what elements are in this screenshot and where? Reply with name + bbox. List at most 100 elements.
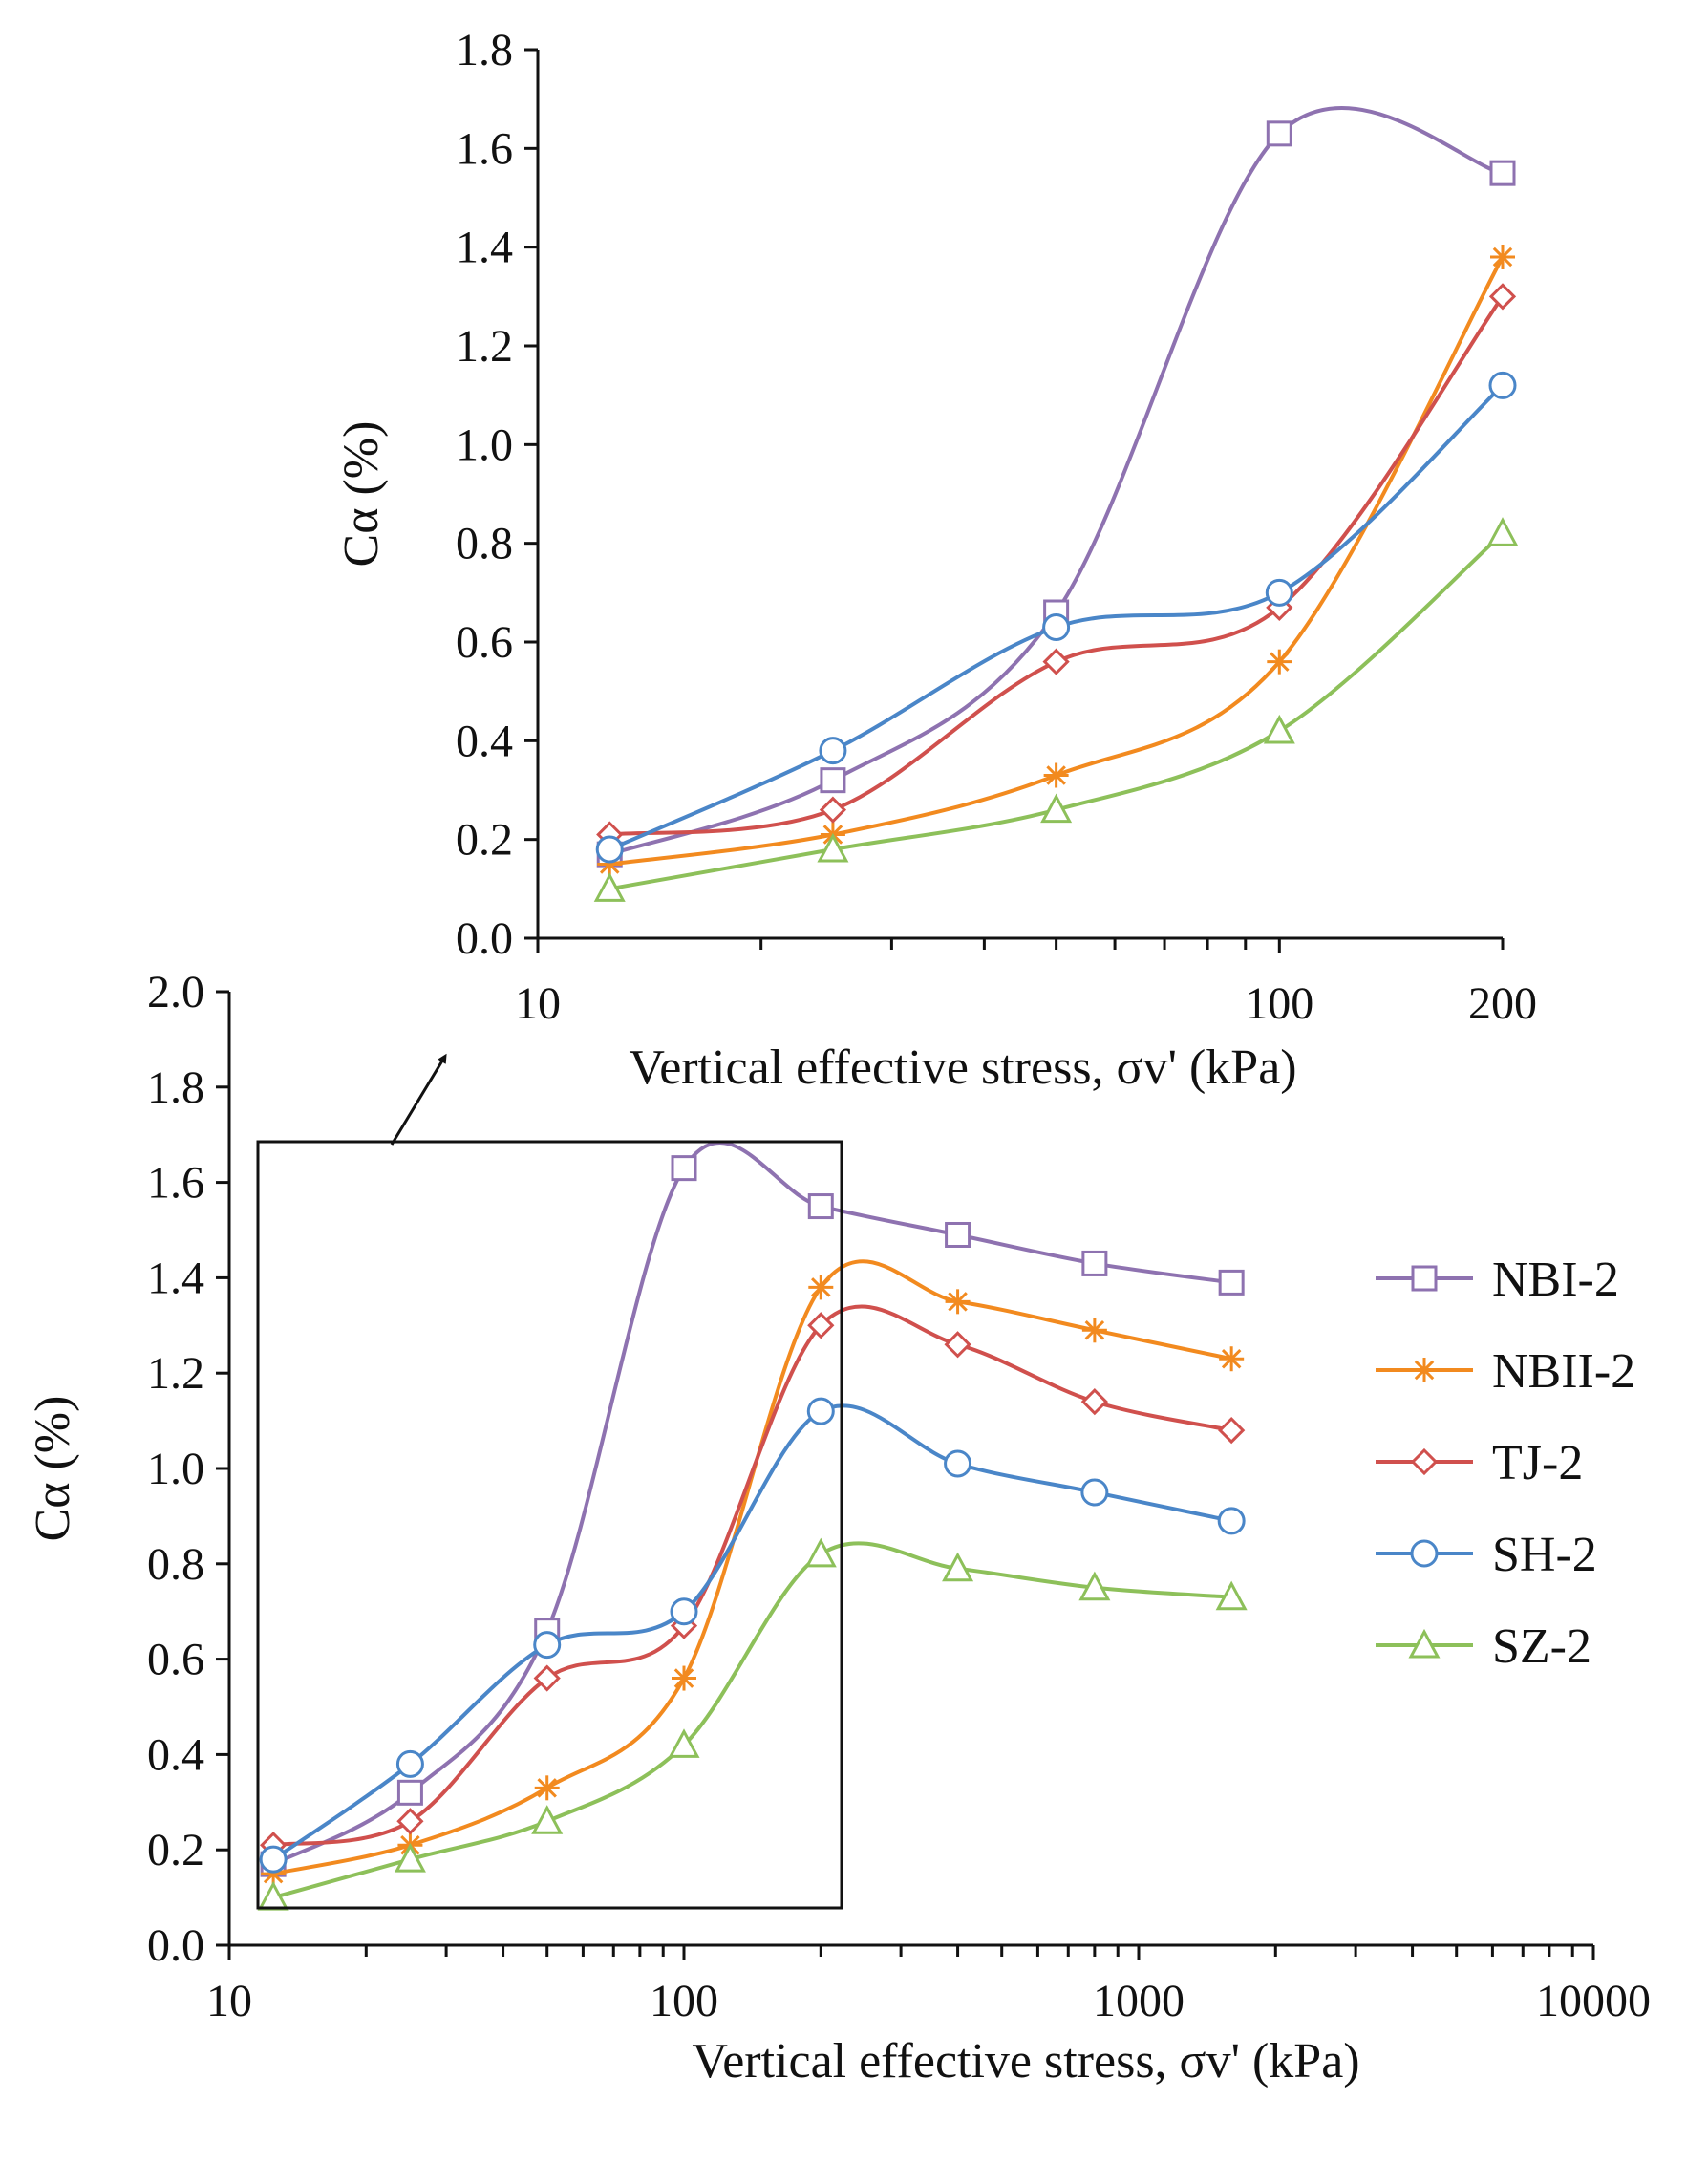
legend-item-nbi-2: NBI-2 (1376, 1253, 1619, 1307)
main-point-nbi-2 (1081, 1250, 1108, 1276)
main-point-tj-2 (1218, 1416, 1246, 1445)
legend-item-tj-2: TJ-2 (1376, 1436, 1583, 1490)
main-y-tick-label: 1.8 (147, 1062, 204, 1113)
main-point-sz-2 (1215, 1580, 1248, 1611)
main-point-tj-2 (396, 1808, 424, 1835)
inset-series-line-sz-2 (608, 531, 1505, 891)
main-point-sz-2 (1078, 1571, 1111, 1601)
main-point-tj-2 (807, 1312, 835, 1339)
main-y-tick-label: 0.4 (147, 1729, 204, 1780)
inset-point-sh-2 (595, 835, 624, 864)
legend-item-nbii-2: NBII-2 (1376, 1344, 1635, 1399)
main-y-tick-label: 2.0 (147, 967, 204, 1018)
main-point-sz-2 (394, 1843, 426, 1873)
inset-point-sh-2 (1265, 578, 1293, 607)
main-point-sh-2 (1217, 1507, 1246, 1535)
main-y-tick-label: 0.6 (147, 1635, 204, 1685)
zoom-arrow (390, 1053, 447, 1146)
inset-series-line-tj-2 (609, 295, 1505, 837)
inset-plot: 0.0 0.2 0.4 0.6 0.8 1.0 1.2 1.4 1.6 1.8 10 100 200 Ve… (334, 25, 1537, 1095)
inset-point-sz-2 (1040, 793, 1073, 824)
inset-point-nbi-2 (1489, 160, 1516, 186)
inset-point-sh-2 (819, 737, 847, 765)
inset-point-nbi-2 (1266, 120, 1292, 147)
main-point-nbi-2 (945, 1221, 971, 1248)
main-series-sh-2 (259, 1397, 1246, 1874)
main-plot: 0.0 0.2 0.4 0.6 0.8 1.0 1.2 1.4 1.6 1.8 2.0 10 100 10… (26, 967, 1651, 2089)
main-point-sh-2 (670, 1597, 698, 1626)
main-point-tj-2 (533, 1664, 561, 1692)
inset-point-sz-2 (1263, 714, 1295, 744)
legend-label-nbii-2: NBII-2 (1492, 1344, 1635, 1399)
inset-y-tick-label: 1.4 (456, 223, 513, 273)
inset-point-nbii-2 (1490, 245, 1515, 269)
inset-series-sh-2 (595, 371, 1517, 864)
main-series-line-sh-2 (271, 1403, 1232, 1861)
legend-marker-sh-2 (1410, 1539, 1439, 1568)
legend-marker-tj-2 (1410, 1447, 1439, 1476)
main-point-nbii-2 (945, 1289, 971, 1315)
inset-point-tj-2 (819, 796, 847, 824)
main-point-nbii-2 (672, 1665, 696, 1691)
inset-x-axis-title: Vertical effective stress, σv' (kPa) (629, 1040, 1296, 1095)
main-x-tick-label: 10 (206, 1976, 252, 2026)
main-point-nbi-2 (396, 1779, 423, 1806)
main-series-line-sz-2 (272, 1541, 1232, 1900)
main-y-tick-label: 0.2 (147, 1825, 204, 1875)
legend-label-nbi-2: NBI-2 (1492, 1253, 1619, 1307)
main-point-sh-2 (259, 1845, 288, 1874)
inset-point-tj-2 (1488, 283, 1517, 311)
main-point-tj-2 (944, 1331, 971, 1359)
inset-y-axis-title: Cα (%) (334, 421, 389, 568)
main-series-sz-2 (257, 1537, 1248, 1911)
legend-marker-nbii-2 (1412, 1358, 1437, 1382)
legend: NBI-2 NBII-2 TJ-2 SH-2 SZ-2 (1376, 1253, 1635, 1674)
main-y-tick-label: 0.8 (147, 1539, 204, 1590)
main-point-sh-2 (1080, 1478, 1109, 1507)
inset-x-tick-label: 10 (515, 978, 561, 1029)
main-point-sh-2 (533, 1631, 562, 1660)
main-series-line-nbi-2 (272, 1141, 1232, 1866)
main-y-tick-label: 0.0 (147, 1920, 204, 1971)
main-point-sh-2 (944, 1449, 972, 1478)
inset-y-tick-label: 1.8 (456, 25, 513, 75)
legend-marker-sz-2 (1408, 1628, 1441, 1659)
main-y-tick-label: 1.0 (147, 1444, 204, 1494)
inset-y-tick-label: 0.6 (456, 617, 513, 668)
inset-x-tick-label: 200 (1468, 978, 1537, 1029)
main-point-sz-2 (668, 1728, 700, 1758)
inset-point-sz-2 (1486, 517, 1519, 546)
inset-point-tj-2 (1042, 648, 1070, 675)
main-y-tick-label: 1.2 (147, 1348, 204, 1399)
inset-series-sz-2 (593, 517, 1519, 902)
main-y-axis-title: Cα (%) (26, 1396, 80, 1542)
inset-y-tick-label: 0.2 (456, 815, 513, 866)
main-point-sh-2 (806, 1397, 835, 1425)
inset-y-tick-label: 0.8 (456, 519, 513, 569)
legend-label-sh-2: SH-2 (1492, 1528, 1597, 1582)
zoom-region-box (256, 1140, 843, 1910)
main-y-tick-label: 1.6 (147, 1158, 204, 1209)
main-x-tick-label: 10000 (1536, 1976, 1651, 2026)
legend-item-sh-2: SH-2 (1376, 1528, 1597, 1582)
inset-y-tick-label: 0.4 (456, 716, 513, 766)
inset-point-sz-2 (817, 832, 849, 863)
main-x-tick-label: 1000 (1093, 1976, 1185, 2026)
main-point-nbii-2 (534, 1775, 560, 1801)
inset-point-sh-2 (1042, 613, 1071, 641)
main-point-nbii-2 (1219, 1346, 1245, 1372)
legend-label-sz-2: SZ-2 (1492, 1619, 1591, 1674)
main-point-tj-2 (1080, 1388, 1108, 1416)
inset-y-tick-label: 1.2 (456, 321, 513, 372)
legend-label-tj-2: TJ-2 (1492, 1436, 1583, 1490)
main-y-tick-label: 1.4 (147, 1253, 204, 1303)
main-point-sz-2 (942, 1552, 974, 1582)
inset-x-tick-label: 100 (1245, 978, 1313, 1029)
main-point-nbii-2 (1081, 1318, 1107, 1343)
inset-series-tj-2 (596, 283, 1517, 848)
inset-point-sz-2 (593, 872, 626, 902)
main-series-line-tj-2 (272, 1304, 1232, 1848)
main-point-sz-2 (531, 1805, 564, 1834)
